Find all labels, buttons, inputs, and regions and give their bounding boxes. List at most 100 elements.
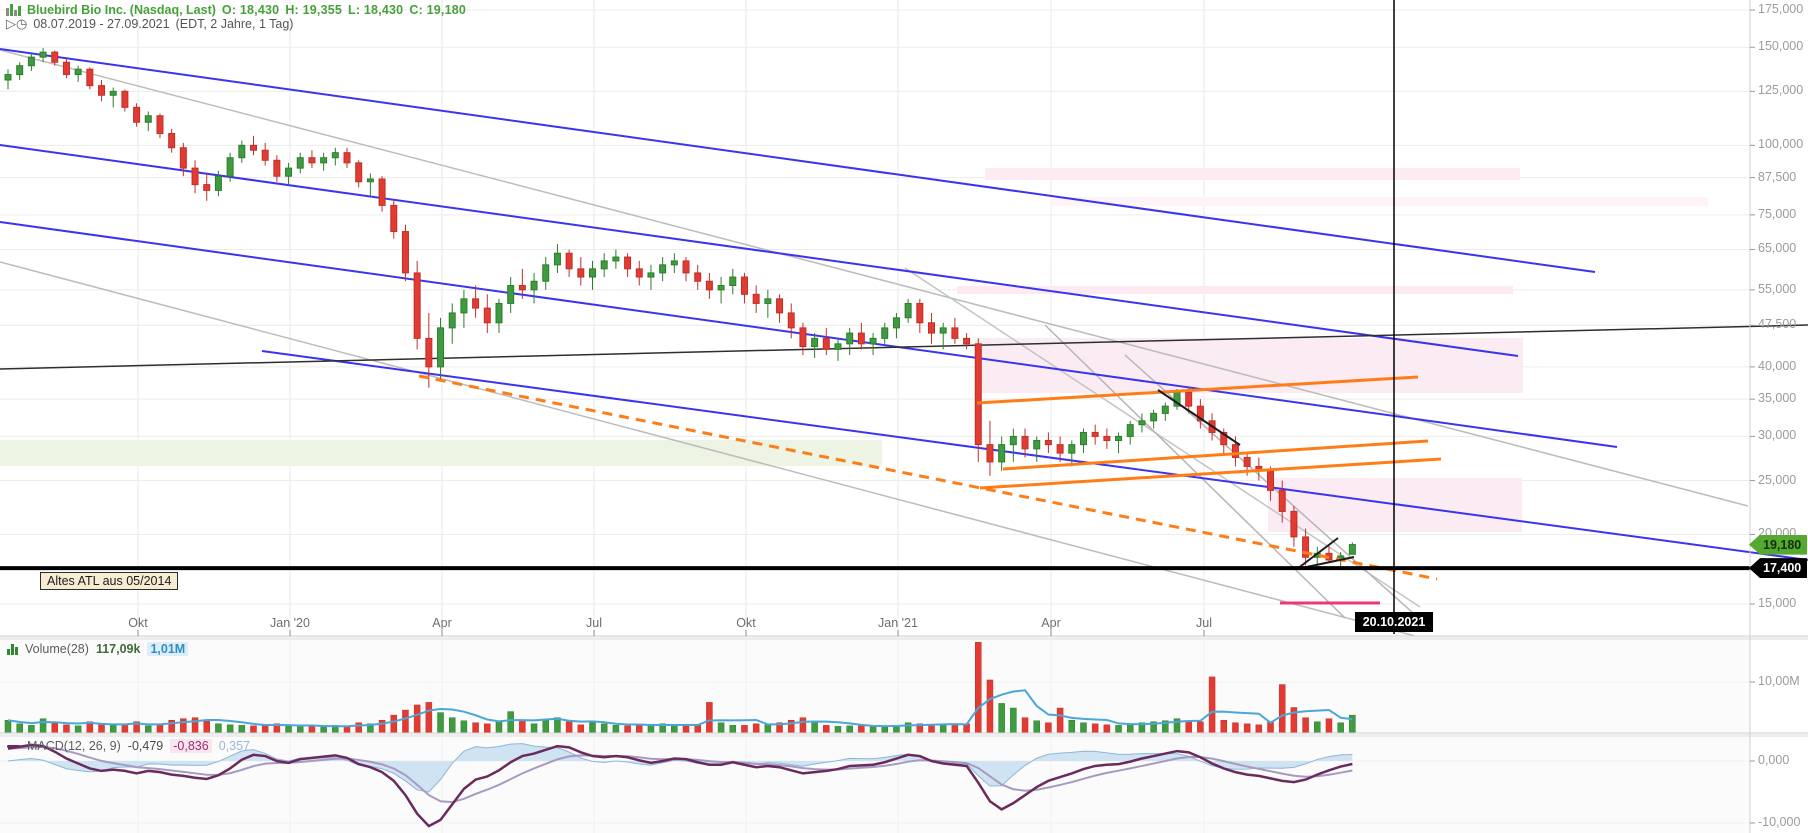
candle-body[interactable] bbox=[1044, 439, 1052, 446]
candle-body[interactable] bbox=[542, 264, 550, 282]
candle-body[interactable] bbox=[144, 115, 152, 123]
candle-body[interactable] bbox=[740, 276, 748, 295]
candle-body[interactable] bbox=[776, 298, 784, 314]
candle-body[interactable] bbox=[86, 68, 94, 87]
candle-body[interactable] bbox=[109, 90, 117, 96]
candle-body[interactable] bbox=[589, 268, 596, 278]
candle-body[interactable] bbox=[904, 302, 912, 319]
candle-body[interactable] bbox=[168, 133, 176, 149]
candle-body[interactable] bbox=[249, 144, 257, 151]
candle-body[interactable] bbox=[296, 157, 304, 169]
candle-body[interactable] bbox=[822, 337, 830, 350]
candle-body[interactable] bbox=[1068, 444, 1076, 454]
gray-trend-1[interactable] bbox=[0, 49, 1749, 507]
candle-body[interactable] bbox=[1009, 435, 1017, 446]
blue-channel-4[interactable] bbox=[261, 350, 1808, 561]
candle-body[interactable] bbox=[764, 298, 772, 304]
blue-channel-2[interactable] bbox=[0, 144, 1519, 357]
macd-main-line[interactable] bbox=[7, 743, 1353, 828]
candle-body[interactable] bbox=[1138, 420, 1146, 426]
candle-body[interactable] bbox=[1150, 412, 1158, 422]
candle-body[interactable] bbox=[51, 51, 59, 63]
candle-body[interactable] bbox=[203, 184, 211, 191]
candle-body[interactable] bbox=[647, 272, 655, 278]
candle-body[interactable] bbox=[916, 302, 924, 324]
candle-body[interactable] bbox=[892, 317, 900, 329]
candle-body[interactable] bbox=[635, 268, 643, 278]
candle-body[interactable] bbox=[390, 204, 398, 233]
candle-body[interactable] bbox=[1231, 444, 1239, 458]
candle-body[interactable] bbox=[121, 90, 129, 108]
candle-body[interactable] bbox=[331, 152, 339, 159]
candle-body[interactable] bbox=[226, 157, 234, 177]
candle-body[interactable] bbox=[425, 337, 433, 368]
candle-body[interactable] bbox=[355, 162, 363, 183]
candle-body[interactable] bbox=[869, 337, 877, 345]
candle-body[interactable] bbox=[98, 85, 106, 96]
candle-body[interactable] bbox=[729, 276, 737, 287]
candle-body[interactable] bbox=[1056, 444, 1064, 454]
candle-body[interactable] bbox=[1267, 470, 1275, 491]
candle-body[interactable] bbox=[612, 256, 620, 262]
candle-body[interactable] bbox=[39, 51, 47, 58]
black-resistance[interactable] bbox=[0, 324, 1808, 370]
candle-body[interactable] bbox=[565, 252, 573, 270]
candle-body[interactable] bbox=[811, 337, 819, 348]
gray-trend-3[interactable] bbox=[904, 267, 1421, 608]
candle-body[interactable] bbox=[261, 149, 269, 161]
candle-body[interactable] bbox=[1196, 405, 1204, 422]
candle-body[interactable] bbox=[659, 264, 667, 274]
candle-body[interactable] bbox=[857, 332, 865, 345]
candle-body[interactable] bbox=[799, 327, 807, 348]
candle-body[interactable] bbox=[939, 327, 947, 334]
orange-low[interactable] bbox=[979, 457, 1442, 490]
candle-body[interactable] bbox=[1021, 435, 1029, 450]
candle-body[interactable] bbox=[518, 285, 526, 291]
candle-body[interactable] bbox=[694, 272, 702, 282]
candle-body[interactable] bbox=[951, 327, 959, 339]
candle-body[interactable] bbox=[437, 327, 445, 368]
volume-legend[interactable]: Volume(28) 117,09k 1,01M bbox=[7, 642, 189, 656]
candle-body[interactable] bbox=[752, 293, 760, 304]
atl-annotation[interactable]: Altes ATL aus 05/2014 bbox=[40, 572, 179, 590]
macd-legend[interactable]: MACD(12, 26, 9) -0,479 -0,836 0,357 bbox=[7, 739, 250, 753]
candle-body[interactable] bbox=[705, 280, 713, 291]
candle-body[interactable] bbox=[27, 56, 35, 67]
candle-body[interactable] bbox=[179, 147, 187, 169]
candle-body[interactable] bbox=[507, 285, 515, 304]
candle-body[interactable] bbox=[1185, 391, 1193, 407]
candle-body[interactable] bbox=[448, 312, 456, 329]
candle-body[interactable] bbox=[238, 144, 246, 159]
orange-dashed[interactable] bbox=[418, 374, 1438, 581]
candle-body[interactable] bbox=[4, 74, 12, 81]
candle-body[interactable] bbox=[366, 178, 374, 183]
candle-body[interactable] bbox=[343, 152, 351, 164]
gray-trend-2[interactable] bbox=[0, 261, 1416, 637]
pink-zone-68[interactable] bbox=[1050, 197, 1708, 206]
candle-body[interactable] bbox=[308, 157, 316, 164]
orange-mid[interactable] bbox=[1002, 439, 1429, 471]
candle-body[interactable] bbox=[472, 298, 480, 309]
candle-body[interactable] bbox=[16, 65, 24, 76]
candle-body[interactable] bbox=[1103, 435, 1111, 441]
candle-body[interactable] bbox=[1220, 431, 1228, 446]
candle-body[interactable] bbox=[670, 260, 678, 266]
candle-body[interactable] bbox=[1091, 431, 1099, 437]
black-short-1[interactable] bbox=[1157, 389, 1241, 446]
pink-zone-75[interactable] bbox=[985, 168, 1520, 180]
candle-body[interactable] bbox=[401, 231, 409, 274]
timeframe-header[interactable]: ▷︎​◷ 08.07.2019 - 27.09.2021 (EDT, 2 Jah… bbox=[6, 17, 293, 31]
candle-body[interactable] bbox=[413, 272, 421, 339]
candle-body[interactable] bbox=[998, 444, 1006, 463]
candle-body[interactable] bbox=[717, 285, 725, 291]
candle-body[interactable] bbox=[1278, 489, 1286, 512]
candle-body[interactable] bbox=[133, 106, 141, 123]
candle-body[interactable] bbox=[1079, 431, 1087, 446]
candle-body[interactable] bbox=[530, 280, 538, 291]
candle-body[interactable] bbox=[1243, 456, 1251, 467]
pink-zone-55[interactable] bbox=[957, 286, 1513, 294]
candle-body[interactable] bbox=[974, 343, 982, 446]
candle-body[interactable] bbox=[963, 337, 971, 345]
candle-body[interactable] bbox=[1115, 435, 1123, 441]
candle-body[interactable] bbox=[1302, 536, 1310, 558]
